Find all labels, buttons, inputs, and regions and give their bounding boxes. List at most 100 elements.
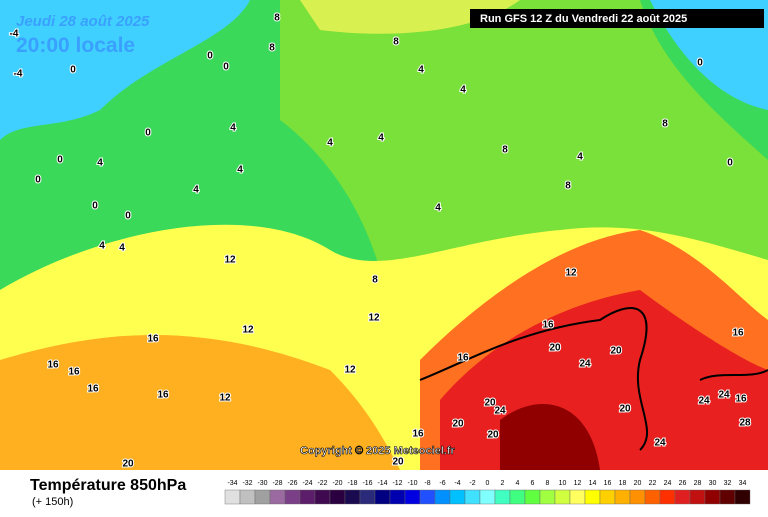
contour-label: 16 (735, 394, 747, 405)
contour-label: 16 (412, 429, 424, 440)
legend-swatch (434, 489, 451, 505)
date: Jeudi 28 août 2025 (16, 13, 150, 30)
legend-label: -16 (362, 480, 372, 487)
contour-label: 8 (274, 13, 280, 24)
run: Run GFS 12 Z du Vendredi 22 août 2025 (480, 13, 687, 25)
legend-swatch (239, 489, 256, 505)
legend-label: -24 (302, 480, 312, 487)
contour-label: 12 (565, 268, 577, 279)
footer-lead: (+ 150h) (32, 496, 73, 508)
warm-zone (0, 335, 400, 470)
contour-label: 20 (610, 346, 622, 357)
legend-swatch (659, 489, 676, 505)
contour-label: 0 (145, 128, 151, 139)
mild-zone (280, 0, 768, 270)
footer-title: Température 850hPa (30, 477, 186, 494)
legend-swatch (464, 489, 481, 505)
legend-label: -10 (407, 480, 417, 487)
legend-swatch (719, 489, 736, 505)
contour-label: 12 (224, 255, 236, 266)
contour-label: 20 (619, 404, 631, 415)
contour-label: 24 (494, 406, 506, 417)
contour-label: 4 (378, 133, 384, 144)
legend-label: 34 (739, 480, 747, 487)
contour-label: 0 (727, 158, 733, 169)
legend-swatch (254, 489, 271, 505)
run-box (470, 9, 764, 28)
legend-label: 22 (649, 480, 657, 487)
legend-label: -28 (272, 480, 282, 487)
legend-swatch (449, 489, 466, 505)
copyright: Copyright © 2025 Meteociel.fr (300, 445, 456, 457)
contour-label: 16 (157, 390, 169, 401)
contour-label: 8 (565, 181, 571, 192)
legend-label: 20 (634, 480, 642, 487)
contour-label: 4 (230, 123, 236, 134)
legend-label: -2 (469, 480, 475, 487)
legend-swatch (584, 489, 601, 505)
legend-label: 10 (559, 480, 567, 487)
legend-label: -20 (332, 480, 342, 487)
coastline (419, 307, 768, 451)
legend-swatch (299, 489, 316, 505)
contour-label: -4 (14, 69, 23, 80)
contour-label: 4 (97, 158, 103, 169)
contour-label: 4 (119, 243, 125, 254)
contour-label: 4 (577, 152, 583, 163)
contour-label: 8 (372, 275, 378, 286)
legend-swatch (479, 489, 496, 505)
legend-label: 24 (664, 480, 672, 487)
contour-label: 12 (344, 365, 356, 376)
contour-label: -4 (10, 29, 19, 40)
legend-swatch (269, 489, 286, 505)
legend-swatch (734, 489, 751, 505)
contour-label: 20 (484, 398, 496, 409)
legend-label: 32 (724, 480, 732, 487)
legend-label: 0 (486, 480, 490, 487)
legend-swatch (389, 489, 406, 505)
legend-swatch (614, 489, 631, 505)
contour-label: 0 (35, 175, 41, 186)
legend-swatch (524, 489, 541, 505)
contour-label: 20 (392, 457, 404, 468)
contour-label: 4 (99, 241, 105, 252)
contour-label: 16 (542, 320, 554, 331)
legend-swatch (569, 489, 586, 505)
legend-swatch (674, 489, 691, 505)
time: 20:00 locale (16, 34, 135, 57)
legend-label: -34 (227, 480, 237, 487)
contour-label: 4 (418, 65, 424, 76)
legend-swatch (419, 489, 436, 505)
contour-label: 16 (87, 384, 99, 395)
legend-swatch (374, 489, 391, 505)
contour-label: 24 (698, 396, 710, 407)
contour-label: 16 (732, 328, 744, 339)
legend-swatch (284, 489, 301, 505)
legend-swatch (494, 489, 511, 505)
legend-label: 16 (604, 480, 612, 487)
contour-label: 4 (193, 185, 199, 196)
legend-label: 26 (679, 480, 687, 487)
contour-label: 0 (57, 155, 63, 166)
contour-label: 12 (219, 393, 231, 404)
legend-swatch (344, 489, 361, 505)
contour-label: 20 (452, 419, 464, 430)
contour-label: 24 (579, 359, 591, 370)
contour-label: 8 (502, 145, 508, 156)
legend-label: -14 (377, 480, 387, 487)
legend-label: -12 (392, 480, 402, 487)
legend-swatch (359, 489, 376, 505)
contour-label: 0 (70, 65, 76, 76)
legend-label: 30 (709, 480, 717, 487)
contour-label: 20 (122, 459, 134, 470)
legend-swatch (554, 489, 571, 505)
legend-label: -32 (242, 480, 252, 487)
contour-label: 0 (697, 58, 703, 69)
contour-label: 16 (47, 360, 59, 371)
legend-swatch (629, 489, 646, 505)
legend-label: 2 (501, 480, 505, 487)
contour-label: 8 (662, 119, 668, 130)
legend-label: 6 (531, 480, 535, 487)
contour-label: 24 (718, 390, 730, 401)
